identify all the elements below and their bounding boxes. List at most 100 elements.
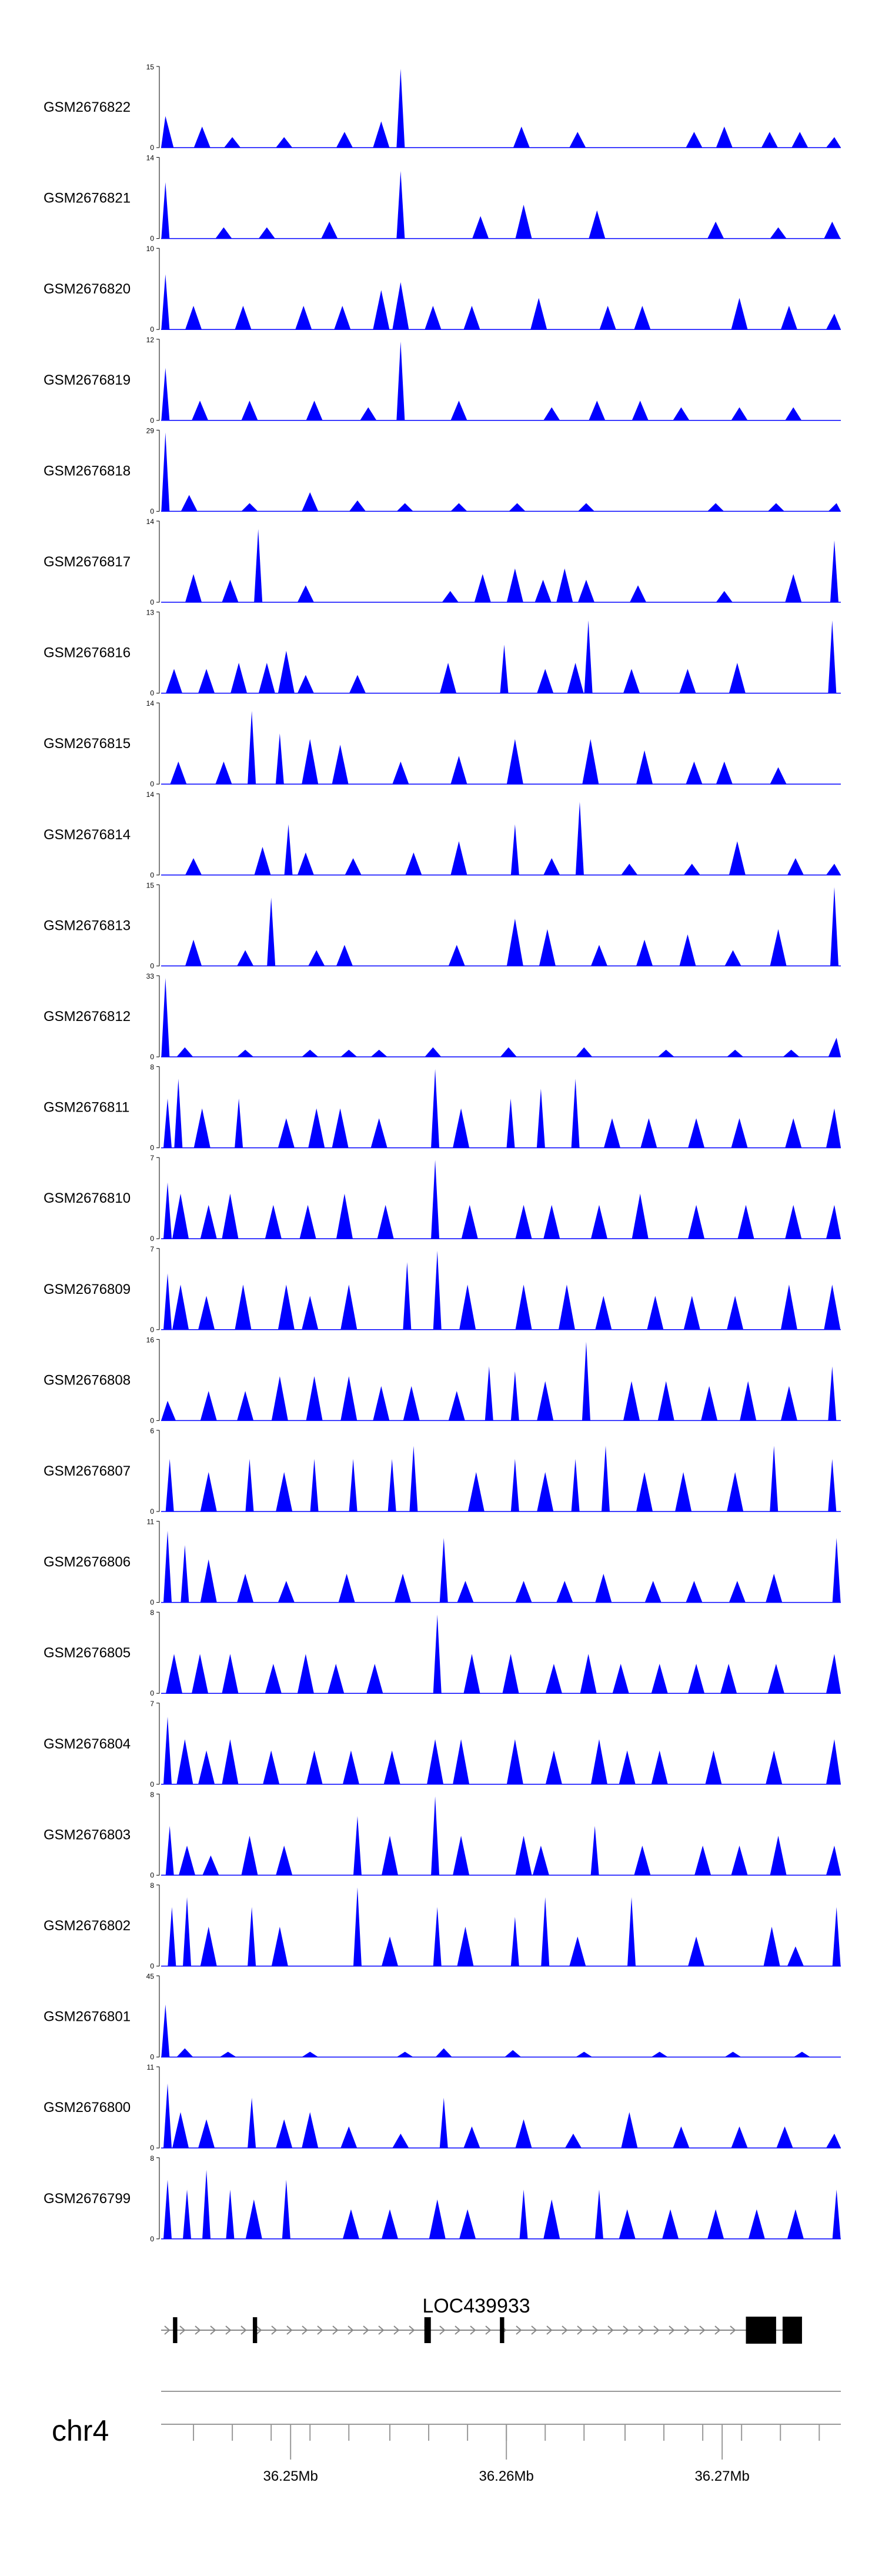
coverage-peak — [429, 2199, 446, 2239]
coverage-peak — [457, 1581, 474, 1603]
coverage-peak — [571, 1459, 580, 1511]
track-GSM2676822: GSM2676822 15 0 — [44, 63, 841, 152]
coverage-peak — [370, 1118, 387, 1148]
track-ymax-label: 10 — [146, 245, 155, 253]
coverage-peak — [780, 1386, 797, 1421]
coverage-peak — [183, 2190, 192, 2239]
coverage-peak — [161, 368, 170, 421]
track-ymax-label: 7 — [150, 1154, 154, 1162]
coverage-peak — [373, 290, 390, 330]
coverage-peak — [248, 710, 256, 785]
coverage-peak — [577, 579, 594, 602]
coverage-peak — [302, 1296, 319, 1330]
coverage-peak — [302, 1049, 319, 1057]
track-sample-label: GSM2676803 — [44, 1827, 131, 1843]
coverage-peak — [506, 919, 523, 966]
coverage-peak — [161, 274, 170, 330]
strand-arrow — [286, 2325, 293, 2335]
coverage-peak — [396, 69, 405, 148]
track-ymax-label: 7 — [150, 1700, 154, 1708]
coverage-peak — [200, 1927, 217, 1966]
coverage-peak — [537, 1472, 554, 1511]
coverage-peak — [198, 2119, 215, 2148]
coverage-peak — [342, 2209, 359, 2239]
coverage-peak — [506, 739, 523, 785]
coverage-peak — [580, 1654, 597, 1694]
coverage-peak — [276, 137, 293, 148]
coverage-peak — [450, 841, 467, 875]
coverage-peak — [502, 1654, 519, 1694]
coverage-peak — [353, 1887, 362, 1966]
track-sample-label: GSM2676805 — [44, 1645, 131, 1661]
coverage-peak — [176, 2048, 193, 2057]
coverage-peak — [673, 407, 690, 421]
coverage-peak — [830, 887, 838, 966]
coverage-peak — [510, 1917, 519, 1966]
coverage-peak — [727, 1296, 744, 1330]
coverage-peak — [258, 227, 275, 239]
coverage-peak — [731, 298, 748, 330]
coverage-peak — [675, 1472, 692, 1511]
coverage-peak — [340, 1376, 358, 1421]
coverage-peak — [263, 1750, 280, 1784]
coverage-peak — [783, 1049, 800, 1057]
coverage-peak — [785, 1204, 802, 1239]
coverage-peak — [716, 761, 733, 785]
coverage-peak — [686, 132, 703, 148]
coverage-peak — [185, 939, 202, 966]
coverage-peak — [599, 306, 616, 330]
track-GSM2676816: GSM2676816 13 0 — [44, 609, 841, 698]
coverage-peak — [450, 401, 467, 421]
coverage-peak — [569, 1936, 586, 1966]
coverage-peak — [770, 929, 787, 966]
coverage-peak — [595, 1573, 612, 1603]
coverage-peak — [433, 1250, 442, 1330]
coverage-peak — [200, 1204, 217, 1239]
coverage-peak — [543, 858, 560, 875]
coverage-peak — [181, 1545, 189, 1603]
coverage-peak — [241, 1836, 258, 1876]
coverage-peak — [776, 2126, 793, 2148]
track-ymin-label: 0 — [150, 416, 154, 425]
coverage-peak — [510, 1371, 519, 1421]
coverage-peak — [392, 761, 409, 785]
track-sample-label: GSM2676817 — [44, 554, 131, 570]
coverage-peak — [275, 733, 284, 785]
coverage-peak — [716, 126, 733, 148]
coverage-peak — [222, 579, 239, 602]
track-ymax-label: 15 — [146, 881, 155, 889]
coverage-peak — [701, 1386, 718, 1421]
coverage-peak — [302, 739, 319, 785]
track-ymax-label: 11 — [147, 2063, 155, 2071]
coverage-peak — [336, 132, 353, 148]
coverage-peak — [510, 1459, 519, 1511]
coverage-peak — [651, 2051, 668, 2057]
coverage-peak — [161, 2004, 170, 2057]
coverage-peak — [179, 1846, 196, 1876]
coverage-peak — [632, 401, 649, 421]
coverage-peak — [770, 767, 787, 785]
coverage-peak — [632, 1193, 649, 1239]
strand-arrow — [179, 2325, 186, 2335]
coverage-peak — [748, 2209, 765, 2239]
coverage-peak — [688, 1118, 705, 1148]
track-ymin-label: 0 — [150, 2235, 154, 2243]
strand-arrow — [393, 2325, 400, 2335]
strand-arrow — [730, 2325, 736, 2335]
coverage-peak — [640, 1118, 657, 1148]
coverage-peak — [590, 1204, 607, 1239]
track-sample-label: GSM2676806 — [44, 1554, 131, 1570]
coverage-peak — [382, 2209, 399, 2239]
track-GSM2676805: GSM2676805 8 0 — [44, 1609, 841, 1697]
track-GSM2676817: GSM2676817 14 0 — [44, 518, 841, 606]
coverage-peak — [826, 1204, 841, 1239]
coverage-peak — [556, 1581, 573, 1603]
track-sample-label: GSM2676809 — [44, 1282, 131, 1297]
strand-arrow — [317, 2325, 323, 2335]
axis-tick-label: 36.26Mb — [479, 2468, 533, 2484]
track-sample-label: GSM2676815 — [44, 736, 131, 752]
coverage-peak — [403, 1262, 412, 1330]
track-ymin-label: 0 — [150, 2144, 154, 2152]
track-ymin-label: 0 — [150, 1689, 154, 1697]
coverage-peak — [373, 1386, 390, 1421]
